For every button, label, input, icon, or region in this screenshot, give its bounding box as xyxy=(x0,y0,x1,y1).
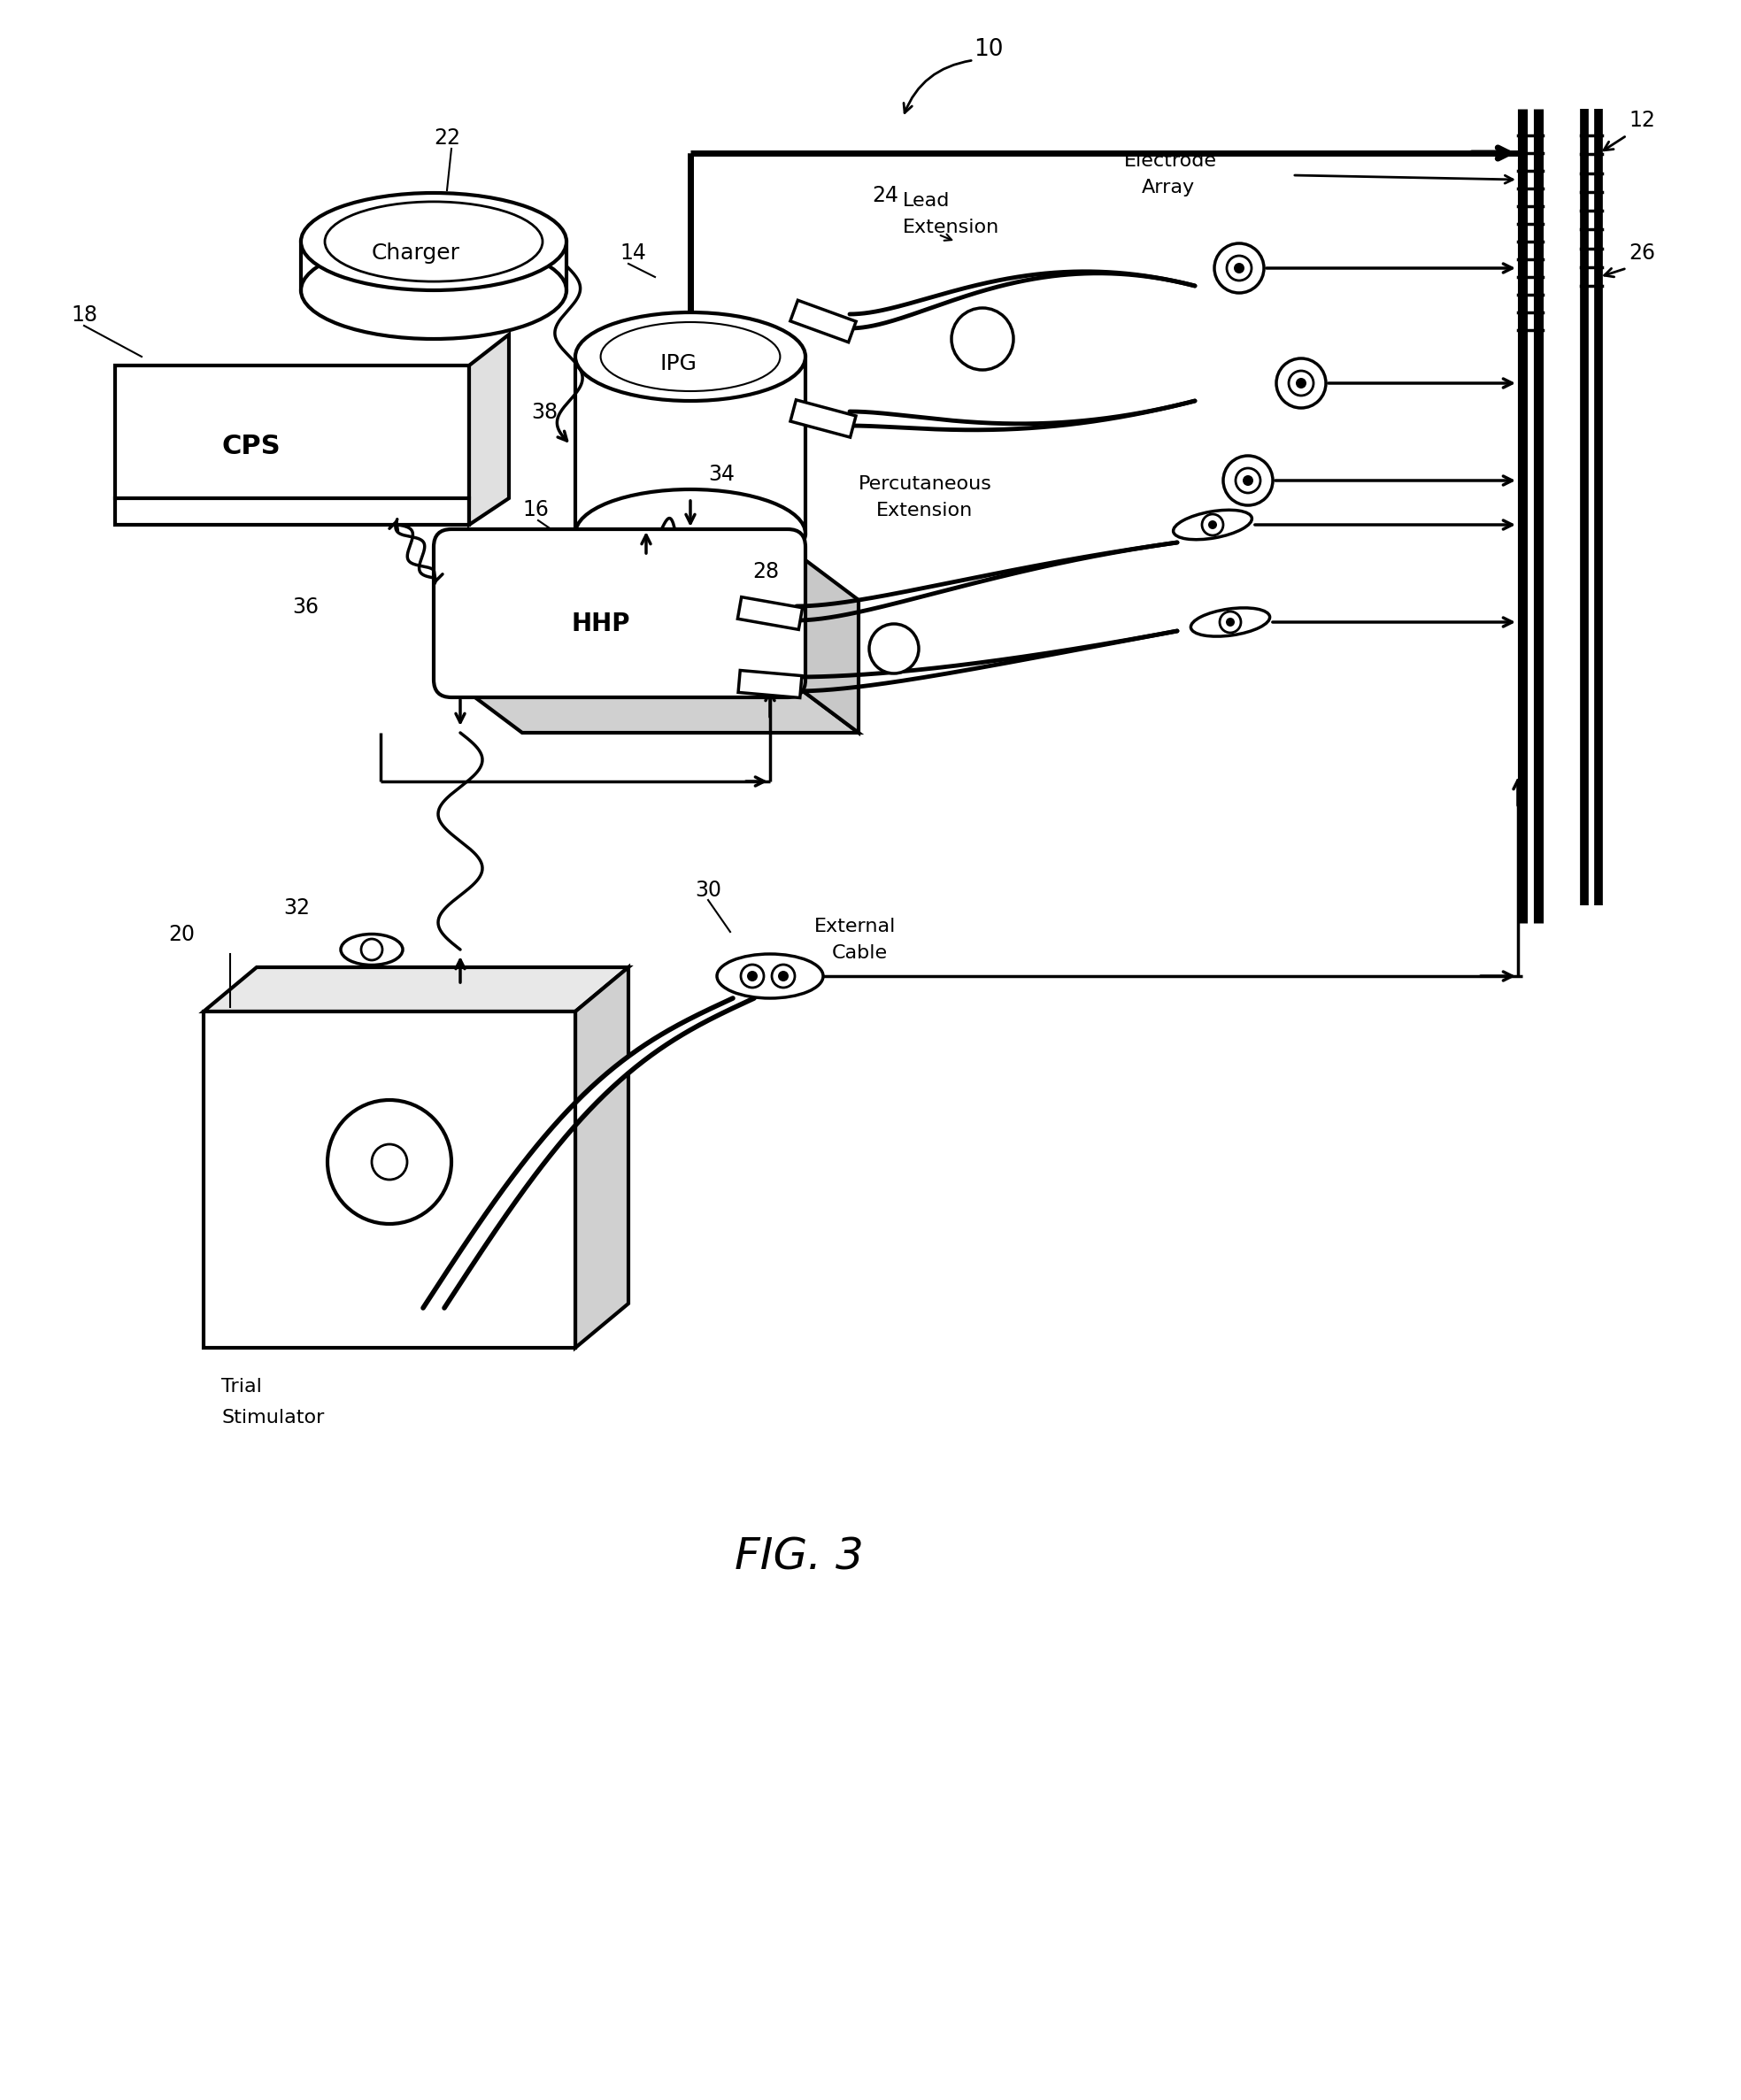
Polygon shape xyxy=(468,334,508,525)
Text: 16: 16 xyxy=(522,500,548,521)
Ellipse shape xyxy=(301,193,566,290)
Polygon shape xyxy=(738,670,803,697)
Circle shape xyxy=(360,939,383,960)
Circle shape xyxy=(1276,359,1327,407)
Circle shape xyxy=(869,624,919,674)
Text: Extension: Extension xyxy=(876,502,973,519)
Text: Percutaneous: Percutaneous xyxy=(858,475,992,494)
Ellipse shape xyxy=(575,489,806,578)
FancyBboxPatch shape xyxy=(204,1012,575,1348)
Text: Trial: Trial xyxy=(221,1378,261,1397)
Circle shape xyxy=(952,309,1013,370)
FancyBboxPatch shape xyxy=(434,529,806,697)
Text: HHP: HHP xyxy=(571,611,630,636)
Text: 30: 30 xyxy=(695,880,721,901)
Text: 22: 22 xyxy=(434,128,460,149)
Text: Cable: Cable xyxy=(832,945,888,962)
Circle shape xyxy=(1208,521,1217,529)
Ellipse shape xyxy=(301,242,566,338)
Circle shape xyxy=(1215,244,1264,292)
Text: 24: 24 xyxy=(872,185,898,206)
Polygon shape xyxy=(451,680,858,733)
Text: 12: 12 xyxy=(1628,109,1656,130)
Text: External: External xyxy=(815,918,897,934)
Circle shape xyxy=(327,1100,451,1224)
Text: 26: 26 xyxy=(1628,242,1656,265)
Circle shape xyxy=(1295,378,1306,388)
Circle shape xyxy=(778,970,789,981)
Polygon shape xyxy=(787,546,858,733)
Circle shape xyxy=(1226,617,1234,626)
Circle shape xyxy=(373,1145,407,1180)
Circle shape xyxy=(1224,456,1273,506)
Text: FIG. 3: FIG. 3 xyxy=(735,1535,864,1577)
Ellipse shape xyxy=(575,313,806,401)
Ellipse shape xyxy=(717,953,823,998)
Polygon shape xyxy=(790,300,857,342)
Ellipse shape xyxy=(1173,510,1252,540)
Text: Lead: Lead xyxy=(904,191,951,210)
Text: 34: 34 xyxy=(709,464,735,485)
Circle shape xyxy=(747,970,757,981)
Text: Stimulator: Stimulator xyxy=(221,1409,324,1426)
Polygon shape xyxy=(204,968,629,1012)
Ellipse shape xyxy=(341,935,402,966)
Polygon shape xyxy=(575,968,629,1348)
Text: Array: Array xyxy=(1142,179,1194,197)
Text: 38: 38 xyxy=(531,401,557,422)
Polygon shape xyxy=(115,365,468,525)
Circle shape xyxy=(1234,262,1245,273)
Text: 32: 32 xyxy=(284,897,310,918)
Text: 10: 10 xyxy=(973,38,1003,61)
Text: Charger: Charger xyxy=(373,242,460,265)
Text: 20: 20 xyxy=(169,924,195,945)
Text: Electrode: Electrode xyxy=(1125,151,1217,170)
Text: Extension: Extension xyxy=(904,218,999,237)
Text: CPS: CPS xyxy=(221,433,280,460)
Text: IPG: IPG xyxy=(660,353,696,374)
Polygon shape xyxy=(790,399,857,437)
Text: 36: 36 xyxy=(292,596,319,617)
Circle shape xyxy=(1243,475,1254,485)
Ellipse shape xyxy=(1191,607,1269,636)
Polygon shape xyxy=(738,596,803,630)
Text: 18: 18 xyxy=(71,304,97,326)
Circle shape xyxy=(771,964,796,987)
Text: 28: 28 xyxy=(752,561,778,582)
Text: 14: 14 xyxy=(620,242,646,265)
Circle shape xyxy=(742,964,764,987)
